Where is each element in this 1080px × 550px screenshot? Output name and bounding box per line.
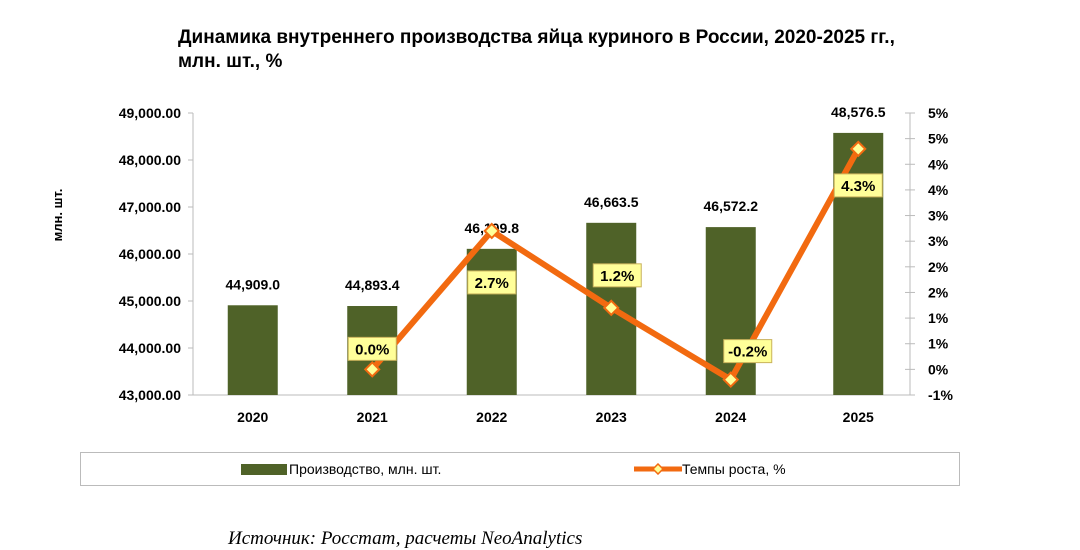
x-tick-label: 2021 [357, 409, 388, 425]
growth-value-label: 4.3% [841, 178, 875, 195]
x-tick-label: 2024 [715, 409, 746, 425]
bar-value-label: 46,572.2 [704, 198, 759, 214]
right-tick-label: 5% [928, 105, 949, 121]
bar-2020 [227, 305, 278, 395]
chart-plot: 43,000.00 44,000.00 45,000.00 46,000.00 47,0… [50, 104, 953, 425]
right-tick-label: 3% [928, 208, 949, 224]
growth-marker-2024 [722, 371, 740, 389]
right-tick-label: 4% [928, 156, 949, 172]
right-tick-label: 1% [928, 336, 949, 352]
right-tick-label: 0% [928, 361, 949, 377]
bar-value-label: 48,576.5 [831, 104, 886, 120]
bar-value-label: 46,663.5 [584, 194, 639, 210]
growth-label-box [833, 173, 883, 198]
right-tick-label: 5% [928, 131, 949, 147]
growth-value-label: 0.0% [355, 341, 389, 358]
right-tick-label: 1% [928, 310, 949, 326]
left-tick-label: 43,000.00 [119, 387, 181, 403]
growth-label-box [347, 336, 397, 361]
source-note: Источник: Росстат, расчеты NeoAnalytics [228, 528, 583, 549]
left-tick-label: 48,000.00 [119, 152, 181, 168]
chart-title-line1: Динамика внутреннего производства яйца к… [178, 27, 895, 48]
legend-swatch-line [634, 463, 682, 475]
right-tick-label: 2% [928, 259, 949, 275]
right-tick-label: -1% [928, 387, 953, 403]
growth-value-label: 1.2% [600, 268, 634, 285]
legend-item-production: Производство, млн. шт. [241, 461, 441, 477]
y-axis-label: млн. шт. [50, 189, 65, 242]
growth-value-label: 2.7% [475, 275, 509, 292]
growth-value-label: -0.2% [728, 344, 767, 361]
legend-swatch-bar [241, 463, 287, 475]
growth-marker-2022 [483, 222, 501, 240]
growth-label-box [467, 270, 517, 295]
bar-value-label: 44,893.4 [345, 277, 400, 293]
growth-label-box [592, 263, 642, 288]
legend-item-growth: Темпы роста, % [634, 461, 786, 477]
growth-label-box [723, 339, 773, 364]
left-tick-label: 45,000.00 [119, 293, 181, 309]
legend: Производство, млн. шт. Темпы роста, % [80, 452, 960, 486]
x-tick-label: 2023 [596, 409, 627, 425]
chart-title-line2: млн. шт., % [178, 51, 283, 72]
x-tick-label: 2025 [843, 409, 874, 425]
left-tick-label: 47,000.00 [119, 199, 181, 215]
growth-marker-2021 [363, 360, 381, 378]
bar-value-label: 44,909.0 [226, 276, 281, 292]
left-tick-label: 46,000.00 [119, 246, 181, 262]
chart-title: Динамика внутреннего производства яйца к… [178, 26, 895, 74]
legend-label: Темпы роста, % [682, 461, 786, 477]
growth-marker-2023 [602, 299, 620, 317]
x-tick-label: 2020 [237, 409, 268, 425]
bar-2025 [833, 132, 884, 396]
right-tick-label: 4% [928, 182, 949, 198]
growth-marker-2025 [849, 140, 867, 158]
legend-label: Производство, млн. шт. [289, 461, 442, 477]
x-tick-label: 2022 [476, 409, 507, 425]
right-tick-label: 2% [928, 284, 949, 300]
left-tick-label: 44,000.00 [119, 340, 181, 356]
left-tick-label: 49,000.00 [119, 105, 181, 121]
right-tick-label: 3% [928, 233, 949, 249]
